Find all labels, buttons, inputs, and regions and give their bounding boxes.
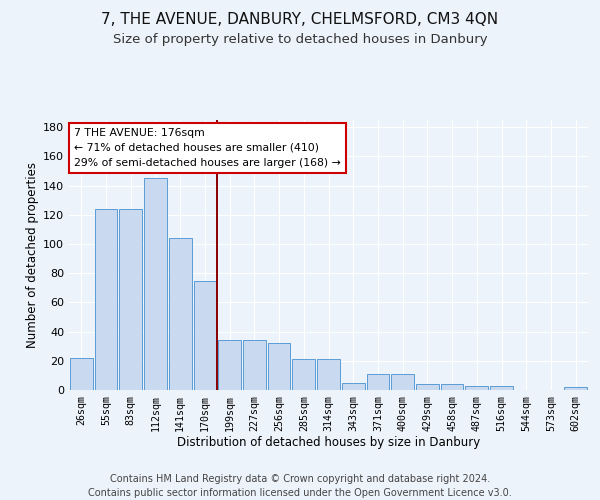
Bar [342, 382, 365, 390]
Bar [119, 209, 142, 390]
Bar [367, 374, 389, 390]
X-axis label: Distribution of detached houses by size in Danbury: Distribution of detached houses by size … [177, 436, 480, 450]
Bar [144, 178, 167, 390]
Bar [194, 280, 216, 390]
Bar [441, 384, 463, 390]
Bar [95, 209, 118, 390]
Bar [169, 238, 191, 390]
Bar [268, 344, 290, 390]
Text: 7, THE AVENUE, DANBURY, CHELMSFORD, CM3 4QN: 7, THE AVENUE, DANBURY, CHELMSFORD, CM3 … [101, 12, 499, 28]
Bar [391, 374, 414, 390]
Text: Size of property relative to detached houses in Danbury: Size of property relative to detached ho… [113, 32, 487, 46]
Text: 7 THE AVENUE: 176sqm
← 71% of detached houses are smaller (410)
29% of semi-deta: 7 THE AVENUE: 176sqm ← 71% of detached h… [74, 128, 341, 168]
Bar [218, 340, 241, 390]
Bar [490, 386, 513, 390]
Bar [70, 358, 93, 390]
Bar [416, 384, 439, 390]
Text: Contains HM Land Registry data © Crown copyright and database right 2024.
Contai: Contains HM Land Registry data © Crown c… [88, 474, 512, 498]
Bar [466, 386, 488, 390]
Y-axis label: Number of detached properties: Number of detached properties [26, 162, 39, 348]
Bar [317, 360, 340, 390]
Bar [243, 340, 266, 390]
Bar [564, 387, 587, 390]
Bar [292, 360, 315, 390]
